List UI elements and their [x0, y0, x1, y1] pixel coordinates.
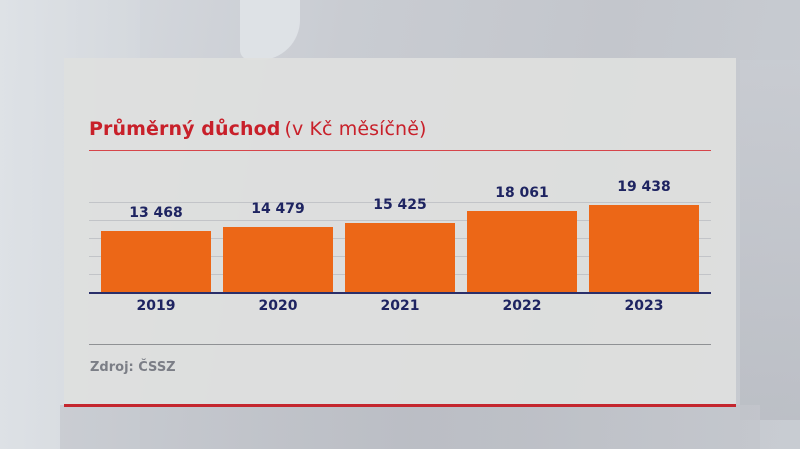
chart-title-unit: (v Kč měsíčně)	[284, 118, 427, 140]
x-tick-label: 2020	[258, 298, 298, 314]
x-tick-label: 2019	[136, 298, 176, 314]
bar-2020	[223, 226, 333, 292]
chart-title-main: Průměrný důchod	[89, 118, 281, 140]
background-map-shape	[60, 405, 760, 449]
chart-title: Průměrný důchod (v Kč měsíčně)	[89, 118, 427, 140]
x-tick-label: 2022	[502, 298, 542, 314]
title-divider	[89, 150, 711, 151]
source-note: Zdroj: ČSSZ	[90, 360, 176, 375]
value-label: 13 468	[129, 205, 183, 222]
value-label: 18 061	[495, 184, 549, 201]
x-tick-label: 2021	[380, 298, 420, 314]
value-label: 15 425	[373, 196, 427, 213]
value-label: 14 479	[251, 200, 305, 217]
gridline	[89, 202, 711, 203]
x-tick-label: 2023	[624, 298, 664, 314]
bar-2021	[345, 222, 455, 292]
plot-area	[89, 202, 711, 292]
x-axis-baseline	[89, 292, 711, 294]
source-divider	[89, 344, 711, 345]
gridline	[89, 220, 711, 221]
bar-2019	[101, 231, 211, 292]
background-map-shape	[240, 0, 300, 60]
value-label: 19 438	[617, 178, 671, 195]
panel-bottom-accent	[64, 404, 736, 407]
background-map-shape	[740, 60, 800, 420]
bar-2023	[589, 204, 699, 292]
bar-2022	[467, 210, 577, 292]
